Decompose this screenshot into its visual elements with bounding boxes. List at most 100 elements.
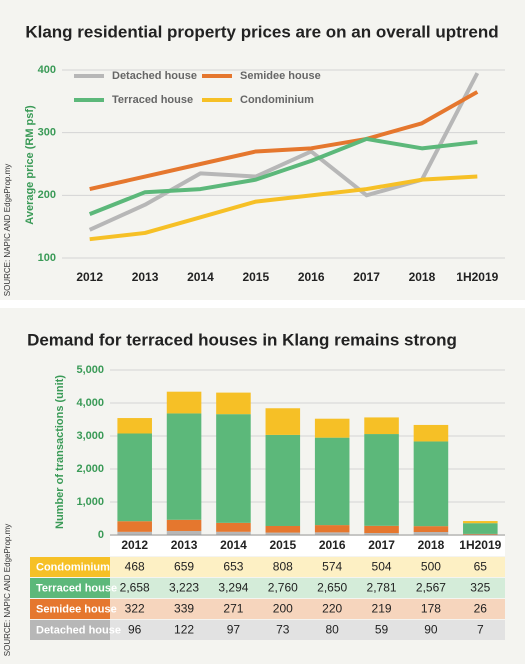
row-name: Condominium [36, 561, 110, 573]
bar-segment [265, 434, 301, 526]
bar-segment [216, 414, 251, 523]
bar-segment [413, 526, 449, 533]
row-name: Terraced house [36, 582, 117, 594]
source: SOURCE: NAPIC AND EdgeProp.my [3, 524, 12, 656]
x-tick-label: 2012 [76, 270, 103, 284]
x-tick-label: 2017 [353, 270, 380, 284]
row-name-cell [30, 620, 110, 640]
table-value: 220 [322, 602, 342, 616]
chart-title: Demand for terraced houses in Klang rema… [27, 330, 457, 349]
table-value: 808 [273, 560, 293, 574]
x-tick-label: 2012 [121, 538, 148, 552]
bar-segment [364, 417, 399, 435]
bar-segment [117, 418, 152, 434]
table-value: 500 [421, 560, 441, 574]
y-tick-label: 2,000 [76, 463, 104, 475]
table-value: 653 [223, 560, 243, 574]
row-name-cell [30, 599, 110, 619]
table-value: 2,781 [367, 581, 397, 595]
bar-segment [117, 521, 152, 532]
y-tick-label: 1,000 [76, 496, 104, 508]
bar-segment [413, 532, 449, 535]
y-tick-label: 0 [98, 529, 104, 541]
header-row [110, 536, 505, 556]
x-tick-label: 2014 [220, 538, 247, 552]
y-tick-label: 400 [38, 64, 56, 76]
bar-segment [364, 434, 399, 526]
bar-segment [265, 408, 301, 435]
table-value: 322 [125, 602, 145, 616]
table-value: 574 [322, 560, 342, 574]
bar-segment [216, 392, 251, 415]
row-name: Detached house [36, 624, 121, 636]
table-value: 468 [125, 560, 145, 574]
table-value: 2,658 [120, 581, 150, 595]
y-tick-label: 300 [38, 127, 56, 139]
chart-title: Klang residential property prices are on… [25, 22, 498, 41]
x-tick-label: 2017 [368, 538, 395, 552]
table-value: 271 [223, 602, 243, 616]
bar-segment [314, 532, 350, 535]
table-value: 3,223 [169, 581, 199, 595]
bar-segment [216, 531, 251, 535]
table-value: 339 [174, 602, 194, 616]
table-value: 26 [474, 602, 488, 616]
x-tick-label: 2018 [418, 538, 445, 552]
table-value: 7 [477, 623, 484, 637]
x-tick-label: 2013 [171, 538, 198, 552]
bar-segment [463, 521, 498, 524]
line [89, 90, 479, 192]
line [89, 174, 478, 242]
bar-segment [463, 533, 498, 535]
y-tick-label: 5,000 [76, 364, 104, 376]
row-name-cell [30, 578, 110, 598]
bar-segment [216, 522, 251, 532]
table-value: 3,294 [218, 581, 248, 595]
bar-segment [117, 531, 152, 535]
x-tick-label: 2015 [269, 538, 296, 552]
bar-segment [314, 418, 350, 438]
x-tick-label: 2016 [298, 270, 325, 284]
table-value: 178 [421, 602, 441, 616]
table-value: 504 [372, 560, 392, 574]
row-cell [110, 578, 505, 598]
legend-label: Semidee house [240, 70, 321, 82]
legend-label: Terraced house [112, 94, 193, 106]
bar-segment [166, 519, 202, 531]
line [88, 136, 478, 216]
table-value: 325 [470, 581, 490, 595]
table-value: 80 [326, 623, 340, 637]
bar-segment [117, 433, 152, 522]
bar-segment [314, 525, 350, 533]
bar-segment [413, 441, 449, 527]
bar-segment [364, 533, 399, 535]
legend-label: Detached house [112, 70, 197, 82]
y-tick-label: 200 [38, 189, 56, 201]
bar-segment [413, 424, 449, 442]
bar-segment [314, 437, 350, 526]
bar-segment [265, 532, 301, 535]
table-value: 2,650 [317, 581, 347, 595]
row-cell [110, 557, 505, 577]
table-value: 2,760 [268, 581, 298, 595]
row-name: Semidee house [36, 603, 117, 615]
bar-segment [265, 525, 301, 533]
table-value: 122 [174, 623, 194, 637]
bar-segment [166, 530, 202, 535]
table-value: 73 [276, 623, 290, 637]
x-tick-label: 2013 [132, 270, 159, 284]
y-tick-label: 4,000 [76, 397, 104, 409]
bar-segment [364, 525, 399, 534]
row-cell [110, 620, 505, 640]
x-tick-label: 2016 [319, 538, 346, 552]
table-value: 97 [227, 623, 241, 637]
x-tick-label: 2018 [409, 270, 436, 284]
table-value: 2,567 [416, 581, 446, 595]
table-value: 96 [128, 623, 142, 637]
x-tick-label: 2015 [242, 270, 269, 284]
x-tick-label: 1H2019 [456, 270, 498, 284]
table-value: 219 [372, 602, 392, 616]
table-value: 59 [375, 623, 389, 637]
x-tick-label: 2014 [187, 270, 214, 284]
